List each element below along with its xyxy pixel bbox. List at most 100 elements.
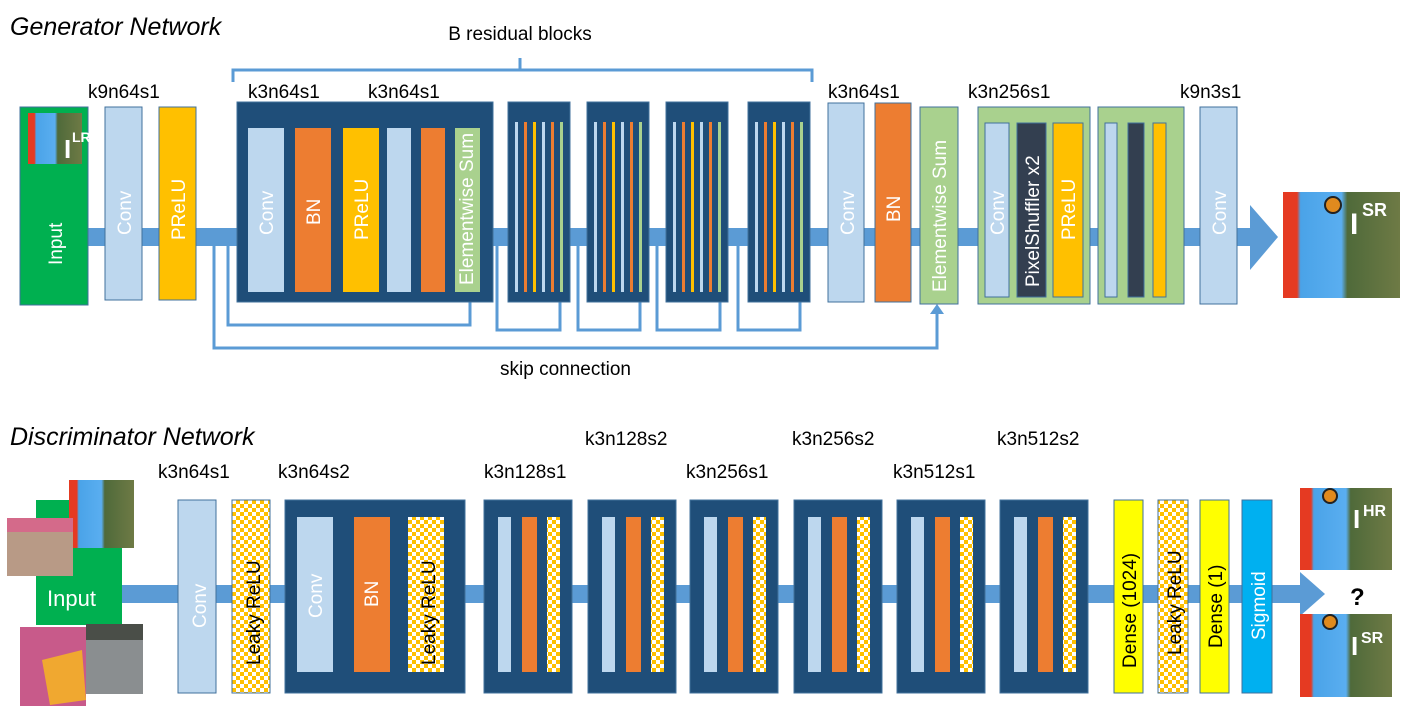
residual-blocks-collapsed [507,101,811,303]
sigmoid [1241,499,1273,694]
disc-blocks-collapsed [483,499,1089,694]
gen-prelu-1-label: PReLU [169,179,190,240]
lr-image-sup: LR [72,129,91,145]
gen-conv-2-label: Conv [838,190,859,235]
generator-input-label: Input [46,222,67,265]
generator-arrowhead [1250,205,1278,270]
gen-elementwise-sum [919,106,959,305]
dense-1024-label: Dense (1024) [1120,553,1141,668]
dense-1 [1199,499,1230,694]
disc-conv-1-label: Conv [190,583,211,628]
disc-leaky-final [1157,499,1189,694]
layer-label-k3n256s1: k3n256s1 [968,82,1050,103]
disc-block-conv [297,517,333,672]
sr-image-label: I [1351,631,1358,661]
residual-block-collapsed [747,101,811,303]
disc-label-5: k3n256s2 [792,429,874,450]
res-sum-label: Elementwise Sum [457,133,478,285]
residual-block-stripe [542,122,545,292]
dense-1024 [1113,499,1144,694]
disc-label-1: k3n64s2 [278,462,350,483]
residual-block-stripe [560,122,563,292]
disc-block-leaky-label: Leaky ReLU [419,560,440,665]
upsample-prelu-label: PReLU [1059,179,1080,240]
upsample-conv [984,122,1010,298]
gen-conv-final [1199,106,1238,305]
residual-block-collapsed [665,101,729,303]
lr-image-label: I [64,134,71,164]
gen-prelu-1 [158,106,197,301]
res-conv-label: Conv [257,190,278,235]
residual-block-stripe [782,122,785,292]
sr-image-sup: SR [1361,630,1384,647]
res-prelu [343,128,379,292]
disc-block-conv-stripe [911,517,924,672]
residual-block-stripe [773,122,776,292]
residual-block-stripe [709,122,712,292]
upsample-conv-label: Conv [988,190,1009,235]
residual-block-stripe [524,122,527,292]
hr-image-label: I [1353,504,1360,534]
res-bn [295,128,331,292]
disc-leaky-1-label: Leaky ReLU [244,560,265,665]
residual-block-stripe [612,122,615,292]
disc-block-bn-stripe [832,517,847,672]
gen-sum-label: Elementwise Sum [930,140,951,292]
disc-block-leaky-stripe [857,517,870,672]
residual-block-stripe [718,122,721,292]
disc-block-bn [354,517,390,672]
residual-brace [231,58,814,82]
disc-block-leaky-stripe [651,517,664,672]
disc-input-mandrill [69,480,134,548]
discriminator-title: Discriminator Network [10,423,256,451]
pixelshuffler [1016,122,1047,298]
disc-block-bn-stripe [728,517,743,672]
residual-block-stripe [800,122,803,292]
residual-block-stripe [630,122,633,292]
disc-block-bn-label: BN [362,581,383,607]
res-prelu-label: PReLU [352,179,373,240]
lr-input-image [28,113,82,164]
disc-block-leaky-stripe [753,517,766,672]
disc-input-label: Input [47,586,96,611]
disc-block-leaky [408,517,444,672]
residual-block-stripe [755,122,758,292]
res-conv [248,128,284,292]
hr-image-sup: HR [1363,503,1387,520]
layer-label-post-conv: k3n64s1 [828,82,900,103]
discriminator-arrowhead [1300,572,1325,616]
sr-output-label: I [1350,208,1358,241]
disc-label-7: k3n512s2 [997,429,1079,450]
disc-label-6: k3n512s1 [893,462,975,483]
boat-shore [86,624,143,640]
upsample2-prelu [1152,122,1167,298]
sr-mandrill-eye [1322,614,1338,630]
gen-conv-final-label: Conv [1210,190,1231,235]
residual-block-stripe [682,122,685,292]
disc-label-2: k3n128s1 [484,462,566,483]
gen-conv-1 [104,106,143,301]
layer-label-res-conv2: k3n64s1 [368,82,440,103]
residual-blocks-label: B residual blocks [448,24,592,45]
generator-title: Generator Network [10,13,223,41]
question-mark: ? [1350,584,1365,611]
disc-label-4: k3n256s1 [686,462,768,483]
residual-block-stripe [621,122,624,292]
dense-1-label: Dense (1) [1206,565,1227,648]
sr-output-sup: SR [1362,200,1387,220]
residual-block-stripe [691,122,694,292]
disc-block-bn-stripe [626,517,641,672]
residual-block-collapsed [586,101,650,303]
layer-label-k9n64s1: k9n64s1 [88,82,160,103]
disc-label-0: k3n64s1 [158,462,230,483]
disc-block-leaky-stripe [960,517,973,672]
disc-block-bn-stripe [935,517,950,672]
residual-block-stripe [639,122,642,292]
disc-leaky-final-label: Leaky ReLU [1165,550,1186,655]
disc-block-conv-stripe [602,517,615,672]
skip-connection-label: skip connection [500,359,631,380]
disc-block-conv-stripe [498,517,511,672]
disc-block-leaky-stripe [1063,517,1076,672]
butterfly-wing [42,650,86,705]
residual-block-stripe [673,122,676,292]
